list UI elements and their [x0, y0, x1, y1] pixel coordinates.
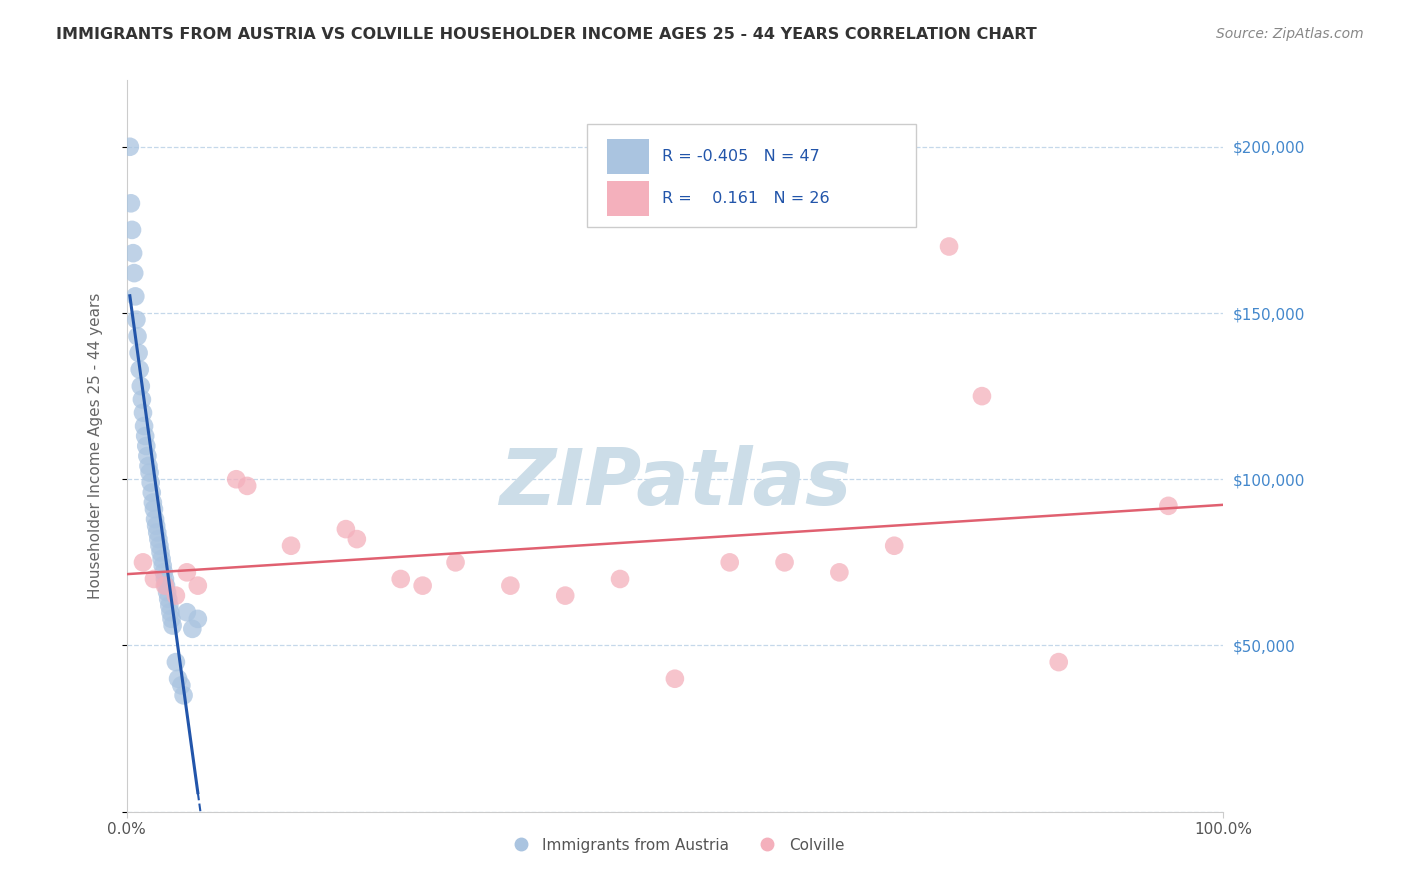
Point — [132, 555, 155, 569]
Point — [153, 572, 176, 586]
Point — [162, 618, 184, 632]
Point — [159, 605, 181, 619]
Point — [664, 672, 686, 686]
Point — [149, 545, 172, 559]
Point — [138, 466, 160, 480]
Point — [157, 591, 180, 606]
FancyBboxPatch shape — [607, 139, 648, 174]
Point — [152, 558, 174, 573]
Point — [181, 622, 204, 636]
Point — [280, 539, 302, 553]
Point — [412, 579, 434, 593]
Point — [157, 599, 180, 613]
Point — [828, 566, 851, 580]
Point — [1047, 655, 1070, 669]
Point — [173, 689, 195, 703]
Point — [156, 585, 179, 599]
Point — [143, 512, 166, 526]
Point — [225, 472, 247, 486]
Point — [124, 289, 146, 303]
Point — [170, 678, 193, 692]
Legend: Immigrants from Austria, Colville: Immigrants from Austria, Colville — [499, 831, 851, 859]
Point — [155, 579, 177, 593]
Point — [121, 223, 143, 237]
Point — [938, 239, 960, 253]
Point — [153, 579, 176, 593]
Point — [150, 552, 173, 566]
Point — [160, 612, 183, 626]
FancyBboxPatch shape — [588, 124, 917, 227]
Point — [122, 246, 145, 260]
Point — [389, 572, 412, 586]
Point — [554, 589, 576, 603]
Point — [153, 566, 176, 580]
Text: Source: ZipAtlas.com: Source: ZipAtlas.com — [1216, 27, 1364, 41]
Point — [128, 362, 150, 376]
Point — [970, 389, 993, 403]
FancyBboxPatch shape — [607, 181, 648, 217]
Point — [132, 419, 155, 434]
Point — [165, 589, 187, 603]
Point — [883, 539, 905, 553]
Point — [499, 579, 522, 593]
Text: R = -0.405   N = 47: R = -0.405 N = 47 — [662, 149, 820, 164]
Point — [146, 525, 169, 540]
Point — [129, 379, 152, 393]
Point — [138, 458, 160, 473]
Text: R =    0.161   N = 26: R = 0.161 N = 26 — [662, 191, 830, 206]
Point — [131, 392, 153, 407]
Point — [346, 532, 368, 546]
Point — [132, 406, 155, 420]
Point — [142, 495, 165, 509]
Point — [187, 612, 209, 626]
Point — [127, 329, 149, 343]
Point — [125, 312, 148, 326]
Point — [139, 475, 162, 490]
Point — [134, 429, 156, 443]
Point — [120, 196, 142, 211]
Point — [122, 266, 145, 280]
Point — [136, 449, 159, 463]
Point — [236, 479, 259, 493]
Point — [143, 572, 166, 586]
Point — [128, 346, 150, 360]
Point — [187, 579, 209, 593]
Point — [143, 502, 166, 516]
Point — [335, 522, 357, 536]
Point — [167, 672, 190, 686]
Point — [444, 555, 467, 569]
Point — [165, 655, 187, 669]
Point — [141, 485, 163, 500]
Point — [609, 572, 631, 586]
Y-axis label: Householder Income Ages 25 - 44 years: Householder Income Ages 25 - 44 years — [89, 293, 103, 599]
Point — [718, 555, 741, 569]
Point — [176, 605, 198, 619]
Point — [148, 539, 170, 553]
Text: ZIPatlas: ZIPatlas — [499, 444, 851, 521]
Point — [176, 566, 198, 580]
Point — [148, 532, 170, 546]
Point — [118, 140, 141, 154]
Point — [773, 555, 796, 569]
Point — [135, 439, 157, 453]
Point — [1157, 499, 1180, 513]
Text: IMMIGRANTS FROM AUSTRIA VS COLVILLE HOUSEHOLDER INCOME AGES 25 - 44 YEARS CORREL: IMMIGRANTS FROM AUSTRIA VS COLVILLE HOUS… — [56, 27, 1038, 42]
Point — [145, 518, 167, 533]
